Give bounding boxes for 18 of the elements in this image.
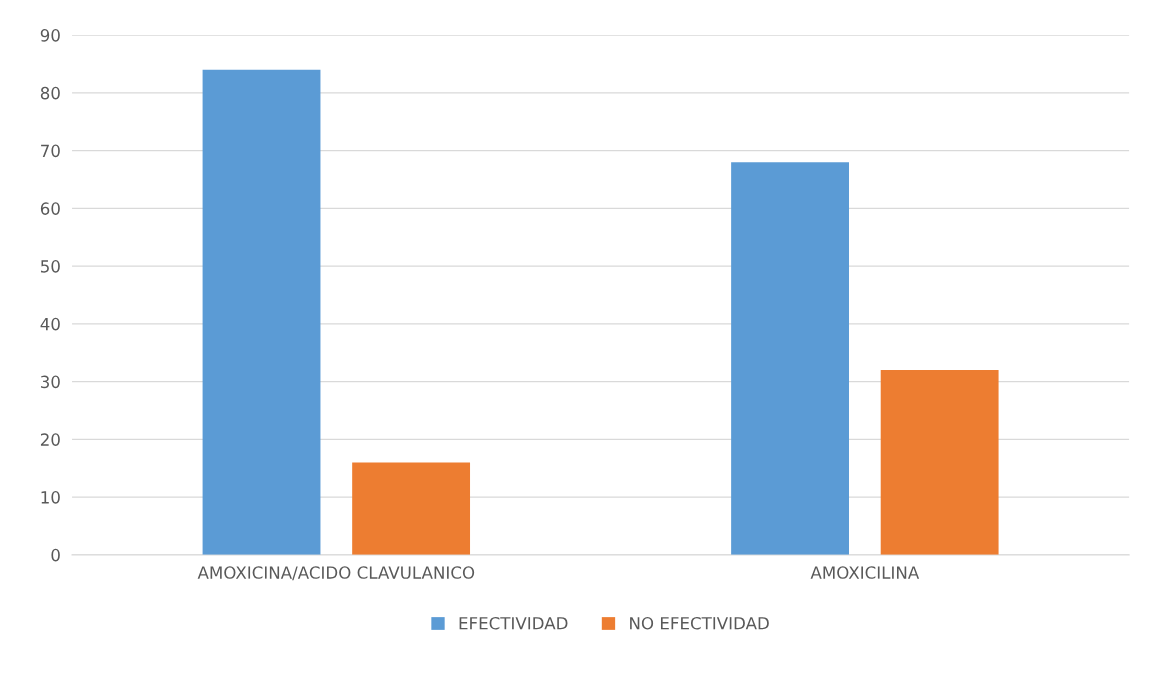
y-tick-label: 30 <box>40 375 60 389</box>
y-tick-label: 50 <box>41 260 60 273</box>
y-tick-label: 10 <box>41 491 60 504</box>
legend-label: EFECTIVIDAD <box>459 616 568 630</box>
y-tick-label: 20 <box>40 433 60 446</box>
x-tick-label: AMOXICINA/ACIDO CLAVULANICO <box>197 566 475 581</box>
y-tick-label: 40 <box>40 317 60 331</box>
x-tick-label: AMOXICILINA <box>810 566 920 579</box>
bar <box>731 162 849 555</box>
bar <box>352 462 471 555</box>
y-tick-label: 60 <box>40 202 60 215</box>
y-tick-label: 70 <box>41 144 60 158</box>
legend-label: NO EFECTIVIDAD <box>630 616 769 630</box>
bar <box>202 69 321 555</box>
y-tick-label: 0 <box>51 548 60 562</box>
y-tick-label: 90 <box>40 29 60 42</box>
y-tick-label: 80 <box>40 86 60 100</box>
bar <box>880 370 999 555</box>
